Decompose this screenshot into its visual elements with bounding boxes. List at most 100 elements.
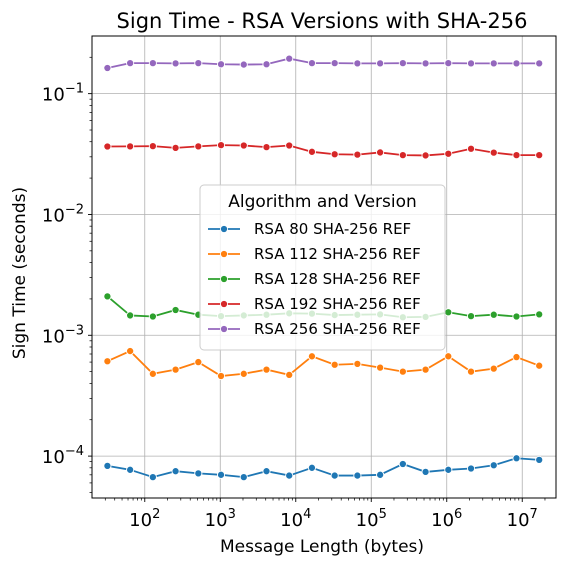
- data-point: [148, 142, 157, 151]
- data-point: [398, 367, 407, 376]
- data-point: [330, 471, 339, 480]
- data-point: [398, 459, 407, 469]
- data-point: [376, 470, 385, 479]
- data-point: [421, 467, 430, 476]
- y-tick-label: 10−3: [42, 323, 84, 347]
- data-point: [353, 150, 362, 159]
- data-point: [239, 141, 248, 150]
- x-tick-label: 106: [431, 507, 462, 531]
- legend-title: Algorithm and Version: [228, 192, 417, 212]
- y-tick-label: 10−4: [42, 444, 84, 468]
- data-point: [535, 310, 544, 319]
- legend-marker: [219, 299, 229, 309]
- data-point: [239, 473, 248, 482]
- data-point: [216, 60, 226, 69]
- data-point: [444, 308, 453, 317]
- legend-label: RSA 80 SHA-256 REF: [254, 220, 411, 238]
- legend-box: [199, 184, 446, 351]
- data-point: [126, 465, 135, 474]
- data-point: [353, 359, 362, 368]
- data-point: [466, 59, 476, 68]
- data-point: [194, 358, 203, 367]
- data-point: [330, 150, 339, 159]
- series-2: [103, 347, 544, 381]
- data-point: [353, 471, 362, 480]
- legend-label: RSA 192 SHA-256 REF: [254, 295, 421, 313]
- data-point: [307, 352, 316, 361]
- data-point: [126, 142, 135, 151]
- data-point: [148, 369, 157, 378]
- data-point: [126, 347, 135, 356]
- data-point: [535, 151, 544, 160]
- data-point: [376, 148, 385, 157]
- data-point: [148, 59, 157, 68]
- data-point: [126, 311, 135, 320]
- data-point: [285, 54, 294, 63]
- data-point: [103, 292, 112, 301]
- data-point: [489, 148, 498, 157]
- data-point: [489, 310, 498, 319]
- data-point: [466, 312, 476, 321]
- x-tick-label: 107: [507, 507, 538, 531]
- legend-marker: [219, 249, 229, 259]
- data-point: [262, 365, 271, 374]
- data-point: [444, 352, 453, 361]
- data-point: [103, 461, 112, 470]
- data-point: [512, 151, 521, 160]
- data-point: [353, 59, 362, 68]
- series-4: [103, 141, 544, 160]
- data-point: [216, 371, 226, 381]
- plot-area-frame: [91, 35, 557, 499]
- x-tick-label: 104: [280, 507, 311, 531]
- data-point: [239, 369, 248, 378]
- y-tick-label: 10−1: [42, 82, 84, 106]
- y-axis-label: Sign Time (seconds): [10, 187, 30, 359]
- data-point: [103, 63, 112, 73]
- data-point: [466, 367, 476, 376]
- legend-label: RSA 112 SHA-256 REF: [254, 245, 421, 263]
- x-tick-label: 103: [205, 507, 236, 531]
- data-point: [512, 312, 521, 321]
- legend-marker: [219, 324, 229, 334]
- data-point: [126, 59, 135, 68]
- legend-label: RSA 256 SHA-256 REF: [254, 320, 421, 338]
- y-tick-label: 10−2: [42, 202, 84, 226]
- series-5: [103, 54, 544, 73]
- data-point: [376, 59, 385, 68]
- data-point: [376, 363, 385, 372]
- data-point: [444, 465, 453, 474]
- legend-item: RSA 128 SHA-256 REF: [208, 270, 421, 288]
- data-point: [535, 59, 544, 68]
- legend-item: RSA 256 SHA-256 REF: [208, 320, 421, 338]
- data-point: [285, 370, 294, 379]
- data-point: [330, 360, 339, 369]
- legend-label: RSA 128 SHA-256 REF: [254, 270, 421, 288]
- data-point: [512, 454, 521, 463]
- data-point: [171, 365, 180, 374]
- data-point: [398, 59, 407, 68]
- legend: Algorithm and Version RSA 80 SHA-256 REF R…: [199, 184, 446, 351]
- data-point: [535, 361, 544, 370]
- data-point: [398, 151, 407, 160]
- data-point: [148, 312, 157, 321]
- data-point: [171, 143, 180, 152]
- data-point: [307, 463, 316, 472]
- legend-item: RSA 192 SHA-256 REF: [208, 295, 421, 313]
- data-point: [421, 151, 430, 160]
- x-tick-label: 102: [129, 507, 160, 531]
- data-point: [171, 305, 180, 315]
- data-point: [444, 59, 453, 68]
- legend-item: RSA 112 SHA-256 REF: [208, 245, 421, 263]
- data-point: [466, 144, 476, 153]
- data-point: [239, 60, 248, 69]
- axis-ticks: 102 103 104 105 106 107 10−4 10−3 10−2 10−1: [42, 56, 546, 531]
- data-point: [216, 141, 226, 150]
- data-point: [262, 60, 271, 69]
- data-point: [512, 353, 521, 362]
- legend-marker: [219, 224, 229, 234]
- data-point: [489, 364, 498, 373]
- data-point: [171, 467, 180, 476]
- chart-title: Sign Time - RSA Versions with SHA-256: [117, 9, 528, 33]
- data-point: [489, 59, 498, 68]
